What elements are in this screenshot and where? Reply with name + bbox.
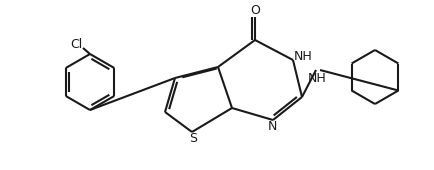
Text: NH: NH [293,49,312,63]
Text: O: O [250,4,260,16]
Text: S: S [188,132,197,144]
Text: Cl: Cl [70,38,82,50]
Text: NH: NH [307,72,326,84]
Text: N: N [267,121,276,133]
